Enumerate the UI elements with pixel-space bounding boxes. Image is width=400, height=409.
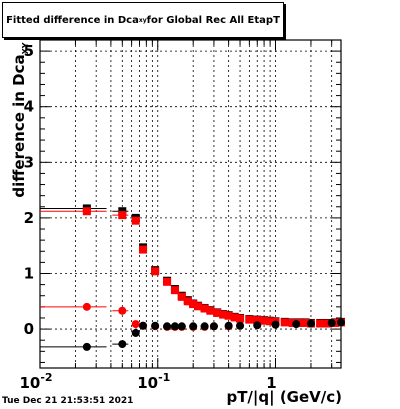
data-point-circle — [139, 321, 148, 330]
data-point-square — [189, 300, 198, 309]
data-point-square — [183, 297, 192, 306]
data-point-circle — [151, 321, 160, 330]
data-point-circle — [131, 320, 140, 329]
data-point-square — [224, 311, 233, 320]
data-point-circle — [306, 319, 315, 328]
data-point-circle — [118, 306, 127, 315]
x-tick-label: 1 — [266, 374, 276, 392]
data-point-circle — [170, 322, 179, 331]
y-tick-label: 2 — [24, 209, 34, 227]
data-point-square — [151, 267, 160, 276]
data-point-square — [131, 216, 140, 225]
data-point-square — [213, 308, 222, 317]
data-point-circle — [224, 321, 233, 330]
data-point-square — [245, 315, 254, 324]
timestamp: Tue Dec 21 21:53:51 2021 — [2, 396, 134, 406]
y-tick-label: 1 — [24, 264, 34, 282]
data-point-circle — [253, 321, 262, 330]
data-point-circle — [292, 320, 301, 329]
y-tick-label: 0 — [24, 320, 34, 338]
title-suffix: for Global Rec All EtapT — [146, 14, 280, 26]
y-tick-label: 5 — [24, 42, 34, 60]
data-point-square — [194, 302, 203, 311]
data-point-square — [82, 207, 91, 216]
data-point-circle — [118, 340, 127, 349]
data-point-circle — [271, 320, 280, 329]
data-point-circle — [82, 342, 91, 351]
data-point-square — [170, 286, 179, 295]
data-point-square — [236, 314, 245, 323]
data-point-circle — [189, 322, 198, 331]
x-axis-label: pT/|q| (GeV/c) — [226, 388, 342, 406]
data-point-square — [266, 317, 275, 326]
title-subscript: xy — [138, 16, 147, 24]
chart-title: Fitted difference in Dca xy for Global Re… — [2, 2, 284, 38]
data-point-square — [177, 292, 186, 301]
data-point-circle — [200, 322, 209, 331]
data-point-circle — [82, 302, 91, 311]
data-point-square — [206, 306, 215, 315]
data-point-square — [280, 318, 289, 327]
data-point-circle — [337, 318, 345, 327]
data-point-circle — [131, 328, 140, 337]
data-point-square — [219, 310, 228, 319]
data-point-square — [316, 319, 325, 328]
y-tick-label: 3 — [24, 153, 34, 171]
data-point-square — [230, 313, 239, 322]
y-tick-label: 4 — [24, 98, 34, 116]
x-tick-label: 10-2 — [19, 371, 52, 392]
data-point-square — [200, 304, 209, 313]
data-point-circle — [163, 322, 172, 331]
data-point-square — [118, 211, 127, 220]
data-point-square — [163, 277, 172, 286]
data-point-circle — [209, 322, 218, 331]
y-axis-label: difference in DcaXY — [10, 42, 30, 198]
data-point-circle — [177, 322, 186, 331]
plot-frame — [39, 39, 342, 369]
x-tick-label: 10-1 — [137, 371, 170, 392]
title-prefix: Fitted difference in Dca — [6, 14, 139, 26]
data-point-square — [301, 318, 310, 327]
data-point-square — [139, 245, 148, 254]
data-point-circle — [236, 321, 245, 330]
data-point-square — [260, 316, 269, 325]
data-point-circle — [327, 318, 336, 327]
data-point-square — [253, 316, 262, 325]
